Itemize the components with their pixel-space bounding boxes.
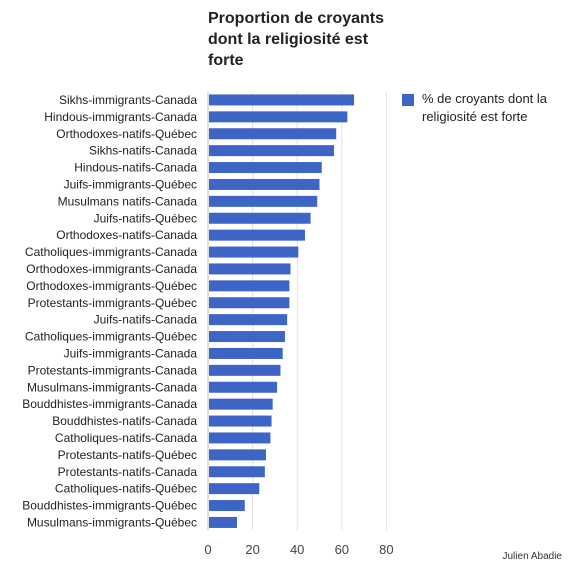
category-label: Protestants-immigrants-Québec — [28, 296, 197, 310]
bar — [209, 364, 281, 376]
bar — [209, 500, 245, 512]
bar — [209, 178, 320, 190]
category-label: Bouddhistes-immigrants-Québec — [22, 499, 197, 513]
category-label: Juifs-immigrants-Québec — [64, 177, 197, 191]
category-label: Juifs-natifs-Québec — [94, 211, 197, 225]
bar — [209, 212, 311, 224]
category-labels: Sikhs-immigrants-Canada Hindous-immigrant… — [22, 93, 197, 530]
bar — [209, 398, 273, 410]
bar — [209, 94, 355, 106]
bar — [209, 195, 318, 207]
category-label: Catholiques-immigrants-Québec — [25, 330, 197, 344]
x-tick-label: 60 — [335, 542, 349, 557]
category-label: Juifs-immigrants-Canada — [64, 346, 198, 360]
category-label: Musulmans natifs-Canada — [58, 194, 198, 208]
x-tick-label: 40 — [290, 542, 304, 557]
category-label: Catholiques-natifs-Québec — [55, 482, 197, 496]
bar — [209, 449, 266, 461]
bar — [209, 263, 291, 275]
x-tick-label: 0 — [204, 542, 211, 557]
bar — [209, 415, 272, 427]
legend-label: % de croyants dont la religiosité est fo… — [422, 91, 548, 124]
category-label: Orthodoxes-immigrants-Canada — [26, 262, 197, 276]
credit-label: Julien Abadie — [502, 551, 563, 562]
category-label: Protestants-natifs-Canada — [58, 465, 198, 479]
bar — [209, 111, 348, 123]
category-label: Protestants-natifs-Québec — [58, 448, 197, 462]
gridlines — [207, 92, 387, 530]
x-tick-labels: 0 20 40 60 80 — [204, 542, 393, 557]
bars — [209, 94, 355, 528]
category-label: Sikhs-immigrants-Canada — [59, 93, 197, 107]
category-label: Musulmans-immigrants-Canada — [27, 380, 197, 394]
category-label: Orthodoxes-natifs-Québec — [56, 127, 197, 141]
category-label: Bouddhistes-natifs-Canada — [52, 414, 197, 428]
bar — [209, 229, 306, 241]
bar — [209, 128, 337, 140]
category-label: Catholiques-immigrants-Canada — [25, 245, 197, 259]
bar — [209, 516, 237, 528]
bar — [209, 297, 290, 309]
category-label: Sikhs-natifs-Canada — [89, 144, 197, 158]
bar — [209, 246, 299, 258]
bar — [209, 432, 271, 444]
bar — [209, 466, 265, 478]
bar — [209, 314, 288, 326]
category-label: Juifs-natifs-Canada — [94, 313, 198, 327]
category-label: Bouddhistes-immigrants-Canada — [22, 397, 197, 411]
category-label: Musulmans-immigrants-Québec — [27, 515, 197, 529]
bar — [209, 483, 260, 495]
bar — [209, 280, 290, 292]
x-tick-label: 80 — [379, 542, 393, 557]
category-label: Hindous-immigrants-Canada — [44, 110, 197, 124]
bar — [209, 162, 322, 174]
bar — [209, 347, 283, 359]
category-label: Catholiques-natifs-Canada — [55, 431, 197, 445]
category-label: Hindous-natifs-Canada — [74, 161, 197, 175]
x-tick-label: 20 — [245, 542, 259, 557]
category-label: Orthodoxes-natifs-Canada — [56, 228, 197, 242]
bar — [209, 381, 278, 393]
bar — [209, 145, 334, 157]
bar — [209, 331, 285, 343]
category-label: Orthodoxes-immigrants-Québec — [26, 279, 197, 293]
category-label: Protestants-immigrants-Canada — [28, 363, 198, 377]
chart-title: Proportion de croyants dont la religiosi… — [208, 10, 385, 69]
legend-swatch — [402, 94, 414, 106]
